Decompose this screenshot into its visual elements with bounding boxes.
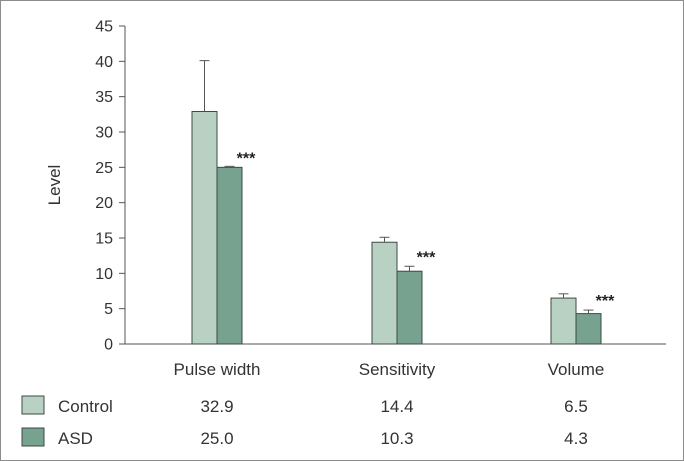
y-tick-label: 15 <box>95 231 113 248</box>
table-value: 32.9 <box>200 397 233 416</box>
y-tick-label: 25 <box>95 160 113 177</box>
y-tick-label: 45 <box>95 19 113 36</box>
data-table: Control 32.9 14.4 6.5 ASD 25.0 10.3 4.3 <box>21 395 588 448</box>
table-value: 10.3 <box>380 429 413 448</box>
legend-label-control: Control <box>58 397 113 416</box>
bar-asd <box>575 313 602 345</box>
table-value: 14.4 <box>380 397 413 416</box>
bar-asd <box>216 166 243 345</box>
table-value: 4.3 <box>564 429 588 448</box>
y-tick-label: 35 <box>95 89 113 106</box>
bar-layer <box>191 60 602 345</box>
category-label: Sensitivity <box>359 360 436 379</box>
y-tick-label: 20 <box>95 195 113 212</box>
bar-control <box>191 111 218 345</box>
y-tick-label: 30 <box>95 125 113 142</box>
table-value: 25.0 <box>200 429 233 448</box>
y-axis-title: Level <box>45 165 64 206</box>
bar-asd <box>396 270 423 345</box>
y-tick-label: 10 <box>95 266 113 283</box>
category-label: Volume <box>548 360 605 379</box>
label-layer: *** Pulse width *** Sensitivity *** Volume <box>174 150 616 379</box>
significance-label: *** <box>596 293 615 310</box>
y-tick-label: 40 <box>95 54 113 71</box>
category-label: Pulse width <box>174 360 261 379</box>
bar-control <box>550 297 577 345</box>
y-tick-label: 0 <box>104 337 113 354</box>
legend-swatch-control <box>21 395 45 415</box>
legend-label-asd: ASD <box>58 429 93 448</box>
legend-swatch-asd <box>21 427 45 447</box>
bar-control <box>371 241 398 345</box>
table-value: 6.5 <box>564 397 588 416</box>
significance-label: *** <box>417 249 436 266</box>
axis-layer: 0 5 10 15 20 25 30 35 40 45 Level <box>45 19 666 354</box>
y-tick-label: 5 <box>104 301 113 318</box>
significance-label: *** <box>237 150 256 167</box>
